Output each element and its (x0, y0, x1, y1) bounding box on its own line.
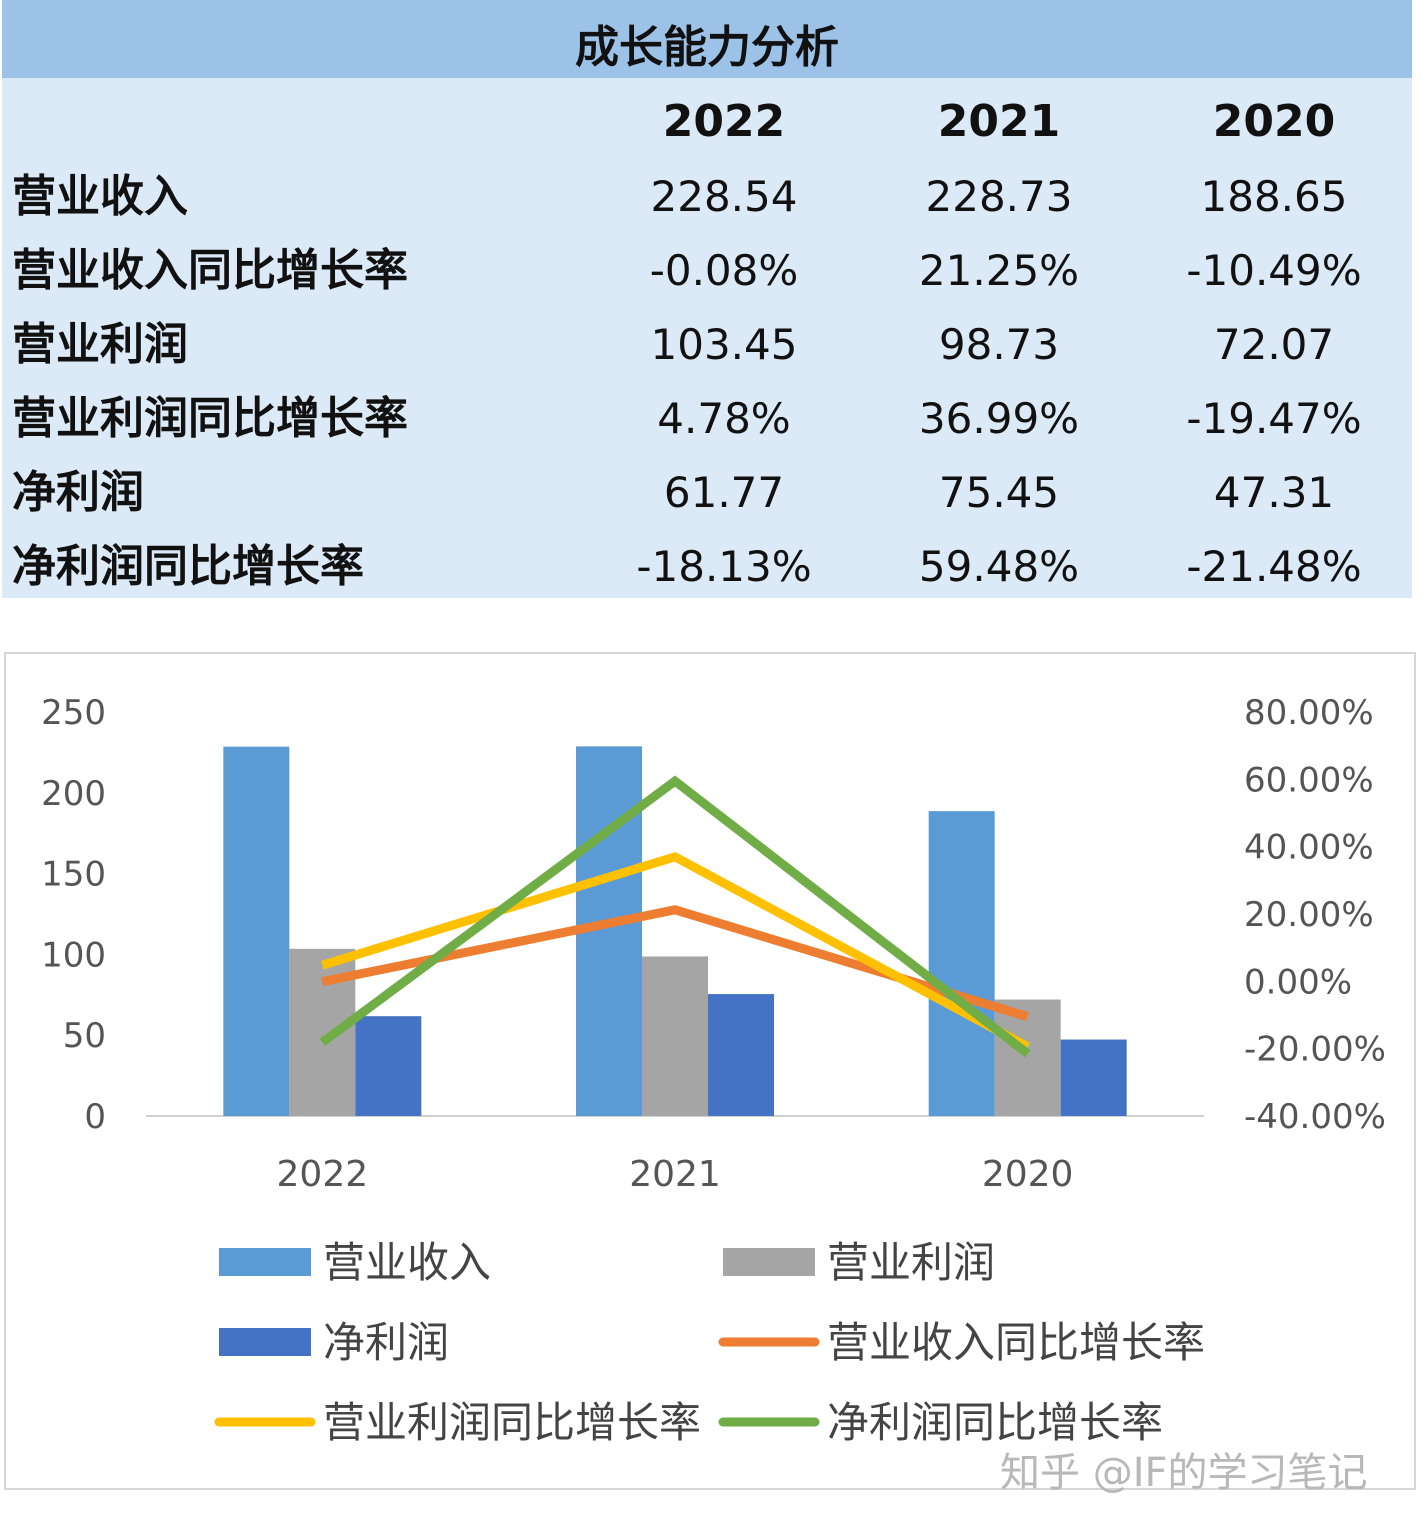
y2-tick-label: 40.00% (1244, 828, 1374, 868)
year-header-2021: 2021 (937, 96, 1061, 147)
row-label: 营业利润同比增长率 (12, 393, 408, 444)
table-cell: -0.08% (649, 246, 799, 295)
bar-营业收入-2022 (223, 746, 290, 1116)
table-row: 营业利润同比增长率 4.78% 36.99% -19.47% (2, 382, 1412, 456)
chart-container: 250 200 150 100 50 0 80.00% 60.00% 40.00% 20.00% 0… (4, 652, 1416, 1490)
legend-swatch (219, 1328, 311, 1356)
table-row: 营业利润 103.45 98.73 72.07 (2, 308, 1412, 382)
growth-chart: 250 200 150 100 50 0 80.00% 60.00% 40.00% 20.00% 0… (41, 693, 1386, 1447)
row-label: 净利润 (12, 467, 144, 518)
y2-tick-label: -40.00% (1244, 1097, 1386, 1137)
table-cell: 47.31 (1213, 468, 1335, 517)
y-tick-label: 0 (84, 1097, 106, 1137)
row-label: 营业利润 (12, 319, 188, 370)
legend-label: 营业收入同比增长率 (827, 1318, 1205, 1367)
table-cell: 103.45 (650, 320, 798, 369)
y2-tick-label: -20.00% (1244, 1030, 1386, 1070)
table-cell: 72.07 (1213, 320, 1335, 369)
legend-label: 净利润同比增长率 (827, 1398, 1163, 1447)
year-header-2022: 2022 (662, 96, 786, 147)
table-cell: 4.78% (657, 394, 791, 443)
legend-label: 营业收入 (323, 1238, 491, 1287)
legend-label: 营业利润 (827, 1238, 995, 1287)
y2-tick-label: 0.00% (1244, 962, 1352, 1002)
y-tick-label: 150 (41, 855, 106, 895)
table-cell: 75.45 (938, 468, 1060, 517)
line-净利润同比增长率 (319, 775, 1031, 1058)
table-cell: 228.54 (650, 172, 798, 221)
y-tick-label: 50 (63, 1016, 106, 1056)
y-tick-label: 250 (41, 693, 106, 733)
table-cell: 188.65 (1200, 172, 1348, 221)
table-title: 成长能力分析 (2, 0, 1412, 78)
year-header-2020: 2020 (1212, 96, 1336, 147)
bar-营业收入-2020 (928, 811, 995, 1116)
x-tick-label: 2021 (629, 1154, 721, 1195)
table-row: 营业收入同比增长率 -0.08% 21.25% -10.49% (2, 234, 1412, 308)
bar-净利润-2020 (1060, 1039, 1127, 1116)
bar-营业利润-2020 (994, 999, 1061, 1116)
legend-swatch (219, 1248, 311, 1276)
table-cell: -10.49% (1186, 246, 1362, 295)
bar-净利润-2022 (355, 1016, 422, 1116)
bar-净利润-2021 (708, 994, 774, 1116)
table-cell: 21.25% (918, 246, 1080, 295)
table-cell: -18.13% (636, 542, 812, 591)
growth-table: 成长能力分析 2022 2021 2020 营业收入 228.54 228.73… (2, 0, 1412, 598)
table-cell: 59.48% (918, 542, 1080, 591)
legend-label: 净利润 (323, 1318, 449, 1367)
table-cell: 228.73 (925, 172, 1073, 221)
row-label: 净利润同比增长率 (12, 541, 364, 592)
bar-营业利润-2021 (642, 956, 708, 1116)
row-label: 营业收入 (12, 171, 188, 222)
watermark: 知乎 @IF的学习笔记 (1000, 1450, 1368, 1496)
x-tick-label: 2020 (982, 1154, 1074, 1195)
line-营业利润同比增长率 (321, 851, 1030, 1051)
y2-tick-label: 20.00% (1244, 895, 1374, 935)
table-cell: -21.48% (1186, 542, 1362, 591)
x-tick-label: 2022 (277, 1154, 369, 1195)
y2-tick-label: 80.00% (1244, 693, 1374, 733)
row-label: 营业收入同比增长率 (12, 245, 408, 296)
y-tick-label: 100 (41, 935, 106, 975)
table-cell: 61.77 (663, 468, 785, 517)
table-row: 净利润同比增长率 -18.13% 59.48% -21.48% (2, 530, 1412, 604)
table-cell: 98.73 (938, 320, 1060, 369)
table-cell: 36.99% (918, 394, 1080, 443)
y-tick-label: 200 (41, 774, 106, 814)
table-cell: -19.47% (1186, 394, 1362, 443)
legend-label: 营业利润同比增长率 (323, 1398, 701, 1447)
table-row: 净利润 61.77 75.45 47.31 (2, 456, 1412, 530)
table-row: 营业收入 228.54 228.73 188.65 (2, 160, 1412, 234)
y2-tick-label: 60.00% (1244, 760, 1374, 800)
legend-swatch (723, 1248, 815, 1276)
